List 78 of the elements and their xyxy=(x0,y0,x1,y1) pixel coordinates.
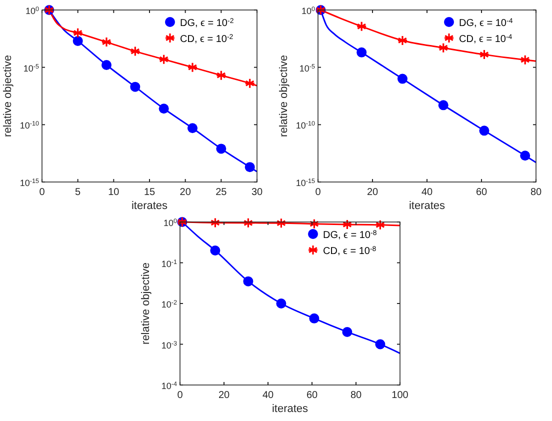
x-tick-label: 0 xyxy=(39,187,46,198)
x-tick-label: 40 xyxy=(262,390,274,401)
x-tick-label: 100 xyxy=(392,390,409,401)
y-tick-label: 10$^{0}$ xyxy=(25,6,40,16)
y-axis-title: relative objective xyxy=(2,55,14,137)
point xyxy=(438,42,449,54)
point xyxy=(520,150,530,161)
point xyxy=(308,218,320,230)
x-axis-title: iterates xyxy=(272,403,309,415)
y-tick-label: 10$^{-10}$ xyxy=(20,120,40,131)
point xyxy=(479,126,490,136)
y-tick-label: 10$^{-10}$ xyxy=(296,120,316,131)
point xyxy=(158,104,169,114)
x-tick-label: 60 xyxy=(476,187,488,198)
x-tick-label: 0 xyxy=(177,390,184,401)
x-tick-label: 60 xyxy=(306,390,318,401)
legend-label: CD, ϵ = 10$^{-8}$ xyxy=(323,246,376,257)
x-tick-label: 20 xyxy=(180,187,192,198)
legend-label: DG, ϵ = 10$^{-2}$ xyxy=(180,18,234,29)
y-tick-label: 10$^{-5}$ xyxy=(299,62,316,74)
x-tick-label: 15 xyxy=(144,187,156,198)
point xyxy=(216,144,226,154)
point xyxy=(243,276,254,286)
legend-label: CD, ϵ = 10$^{-4}$ xyxy=(459,34,512,45)
point xyxy=(375,339,386,350)
point xyxy=(210,217,220,228)
point xyxy=(276,298,286,308)
y-tick-label: 10$^{-5}$ xyxy=(23,62,40,74)
x-tick-label: 40 xyxy=(421,187,433,198)
x-tick-label: 5 xyxy=(75,187,82,198)
point xyxy=(342,326,352,337)
point xyxy=(216,70,226,81)
x-tick-label: 80 xyxy=(530,187,542,198)
point xyxy=(397,35,408,46)
point xyxy=(130,46,140,57)
point xyxy=(72,36,83,46)
y-tick-label: 10$^{-4}$ xyxy=(161,380,178,391)
point xyxy=(242,218,254,228)
point xyxy=(276,218,286,228)
point xyxy=(478,49,490,60)
point xyxy=(374,220,386,230)
y-tick-label: 10$^{-1}$ xyxy=(161,258,178,269)
point xyxy=(520,54,530,66)
y-tick-label: 10$^{0}$ xyxy=(163,218,178,228)
y-tick-label: 10$^{-15}$ xyxy=(296,178,316,188)
y-axis-title: relative objective xyxy=(278,55,290,137)
point xyxy=(356,47,367,58)
point xyxy=(130,82,140,92)
y-tick-label: 10$^{0}$ xyxy=(301,6,316,16)
x-tick-label: 25 xyxy=(216,187,228,198)
y-tick-label: 10$^{-3}$ xyxy=(161,340,178,350)
y-axis-title: relative objective xyxy=(140,262,152,344)
point xyxy=(397,74,408,84)
point xyxy=(188,123,198,134)
y-tick-label: 10$^{-2}$ xyxy=(161,299,178,310)
legend-label: CD, ϵ = 10$^{-2}$ xyxy=(180,34,234,45)
legend-label: DG, ϵ = 10$^{-4}$ xyxy=(459,18,513,29)
x-tick-label: 0 xyxy=(315,187,322,198)
x-tick-label: 80 xyxy=(350,390,362,401)
point xyxy=(102,60,112,70)
point xyxy=(158,54,170,65)
point xyxy=(438,100,448,110)
point xyxy=(101,36,112,48)
point xyxy=(309,313,320,324)
x-tick-label: 20 xyxy=(218,390,230,401)
point xyxy=(210,245,220,256)
point xyxy=(187,62,198,73)
x-axis-title: iterates xyxy=(131,200,168,212)
y-tick-label: 10$^{-15}$ xyxy=(20,178,40,188)
x-tick-label: 20 xyxy=(366,187,378,198)
point xyxy=(356,21,367,32)
x-tick-label: 10 xyxy=(108,187,120,198)
legend-label: DG, ϵ = 10$^{-8}$ xyxy=(323,230,377,241)
point xyxy=(72,28,84,38)
x-axis-title: iterates xyxy=(408,200,446,212)
point xyxy=(342,219,352,230)
x-tick-label: 30 xyxy=(251,187,263,198)
point xyxy=(244,162,255,172)
